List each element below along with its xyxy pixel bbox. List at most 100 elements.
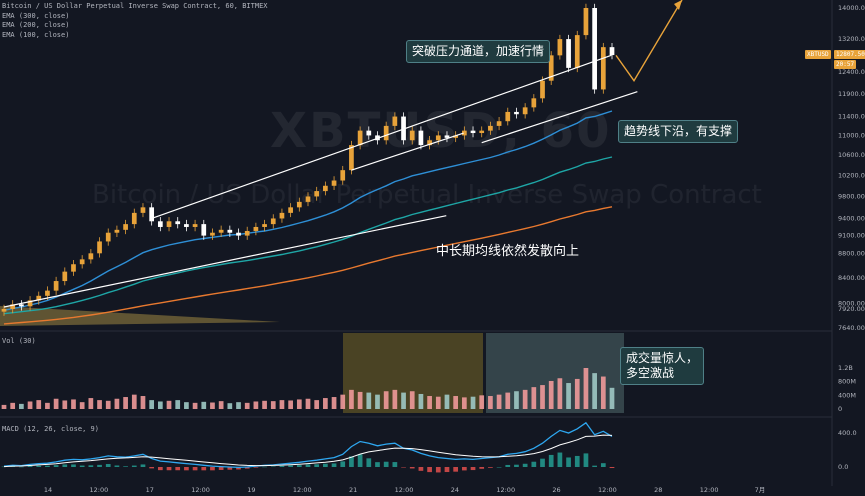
candle-body: [244, 230, 250, 236]
candle-body: [105, 232, 111, 242]
candle-body: [201, 224, 207, 236]
macd-histogram-bar: [470, 467, 476, 471]
price-tick-label: 7920.00: [838, 305, 865, 313]
candle-body: [349, 145, 354, 171]
price-tick-label: 8800.00: [838, 249, 865, 257]
callout-volume: 成交量惊人， 多空激战: [620, 347, 705, 385]
macd-histogram-bar: [62, 464, 68, 467]
candle-body: [522, 107, 528, 115]
candle-body: [19, 304, 24, 307]
macd-histogram-bar: [479, 467, 485, 469]
volume-bar: [470, 396, 476, 409]
candle-body: [157, 221, 163, 227]
candle-body: [62, 271, 68, 282]
candle-body: [323, 185, 328, 192]
volume-bar: [236, 402, 241, 409]
macd-histogram-bar: [609, 467, 615, 469]
candle-body: [45, 290, 50, 296]
volume-bar: [366, 392, 372, 409]
macd-histogram-bar: [522, 463, 528, 467]
macd-histogram-bar: [210, 467, 215, 471]
candle-body: [262, 224, 267, 227]
macd-histogram-bar: [340, 461, 346, 467]
signal-line: [3, 434, 613, 468]
candle-body: [548, 55, 554, 81]
macd-histogram-bar: [461, 467, 467, 471]
macd-histogram-bar: [583, 453, 589, 467]
volume-bar: [218, 401, 224, 409]
ema-300-line: [3, 206, 613, 325]
symbol-tag: XBTUSD: [805, 50, 831, 59]
macd-histogram-bar: [131, 465, 137, 467]
volume-bar: [427, 396, 432, 409]
candle-body: [166, 221, 172, 227]
macd-histogram-bar: [453, 467, 459, 472]
volume-bar: [383, 391, 389, 409]
macd-histogram-bar: [53, 465, 59, 467]
price-tick-label: 8400.00: [838, 274, 865, 282]
volume-bar: [583, 368, 589, 409]
volume-bar: [123, 397, 128, 409]
candle-body: [470, 130, 476, 134]
volume-bar: [184, 402, 189, 409]
volume-bar: [114, 398, 120, 409]
macd-histogram-bar: [514, 464, 519, 467]
chart-legend: Bitcoin / US Dollar Perpetual Inverse Sw…: [2, 1, 268, 39]
volume-bar: [444, 394, 450, 409]
time-tick-label: 19: [247, 486, 255, 494]
volume-bar: [140, 396, 146, 409]
candle-body: [79, 259, 85, 265]
macd-histogram-bar: [566, 457, 571, 467]
macd-histogram-bar: [531, 461, 537, 467]
volume-bar: [392, 389, 398, 409]
candle-body: [331, 180, 337, 186]
price-tick-label: 11900.00: [838, 90, 865, 98]
candle-body: [88, 253, 94, 260]
volume-bar: [53, 398, 59, 409]
candle-body: [184, 224, 189, 227]
macd-histogram-bar: [192, 467, 198, 471]
macd-histogram-bar: [496, 467, 502, 468]
price-tick-label: 11000.00: [838, 131, 865, 139]
candle-body: [131, 212, 137, 225]
candle-body: [435, 135, 441, 141]
time-tick-label: 7月: [755, 486, 766, 494]
macd-histogram-bar: [71, 464, 76, 467]
macd-histogram-bar: [149, 467, 155, 469]
candle-body: [496, 121, 502, 126]
macd-histogram-bar: [166, 467, 172, 471]
volume-bar: [305, 398, 311, 409]
candle-body: [479, 130, 485, 134]
volume-bar: [1, 404, 7, 409]
macd-histogram-bar: [36, 465, 42, 467]
projection-arrowhead: [674, 0, 682, 10]
price-tick-label: 13200.00: [838, 35, 865, 43]
price-tick-label: 7640.00: [838, 324, 865, 332]
candle-body: [574, 35, 580, 68]
volume-tick-label: 0: [838, 405, 842, 413]
candle-body: [71, 264, 76, 272]
macd-histogram-bar: [305, 464, 311, 467]
candle-layer: [1, 3, 615, 316]
volume-bar: [296, 399, 302, 409]
macd-layer: [1, 421, 615, 473]
watermark-symbol: XBTUSD, 60: [270, 103, 612, 159]
volume-bar: [409, 391, 415, 409]
volume-tick-label: 400M: [838, 391, 856, 399]
price-tick-label: 9100.00: [838, 232, 865, 240]
macd-histogram-bar: [444, 467, 450, 473]
macd-histogram-bar: [383, 461, 389, 467]
time-tick-label: 24: [451, 486, 459, 494]
macd-histogram-bar: [244, 467, 250, 469]
macd-histogram-bar: [236, 467, 241, 470]
volume-layer: [1, 368, 615, 409]
candle-body: [392, 116, 398, 126]
price-tick-label: 8000.00: [838, 300, 865, 308]
volume-panel-label: Vol (30): [2, 337, 36, 345]
macd-line: [3, 421, 613, 469]
candle-body: [27, 300, 33, 307]
candle-body: [36, 295, 42, 301]
candle-body: [114, 229, 120, 233]
volume-bar: [244, 402, 250, 409]
